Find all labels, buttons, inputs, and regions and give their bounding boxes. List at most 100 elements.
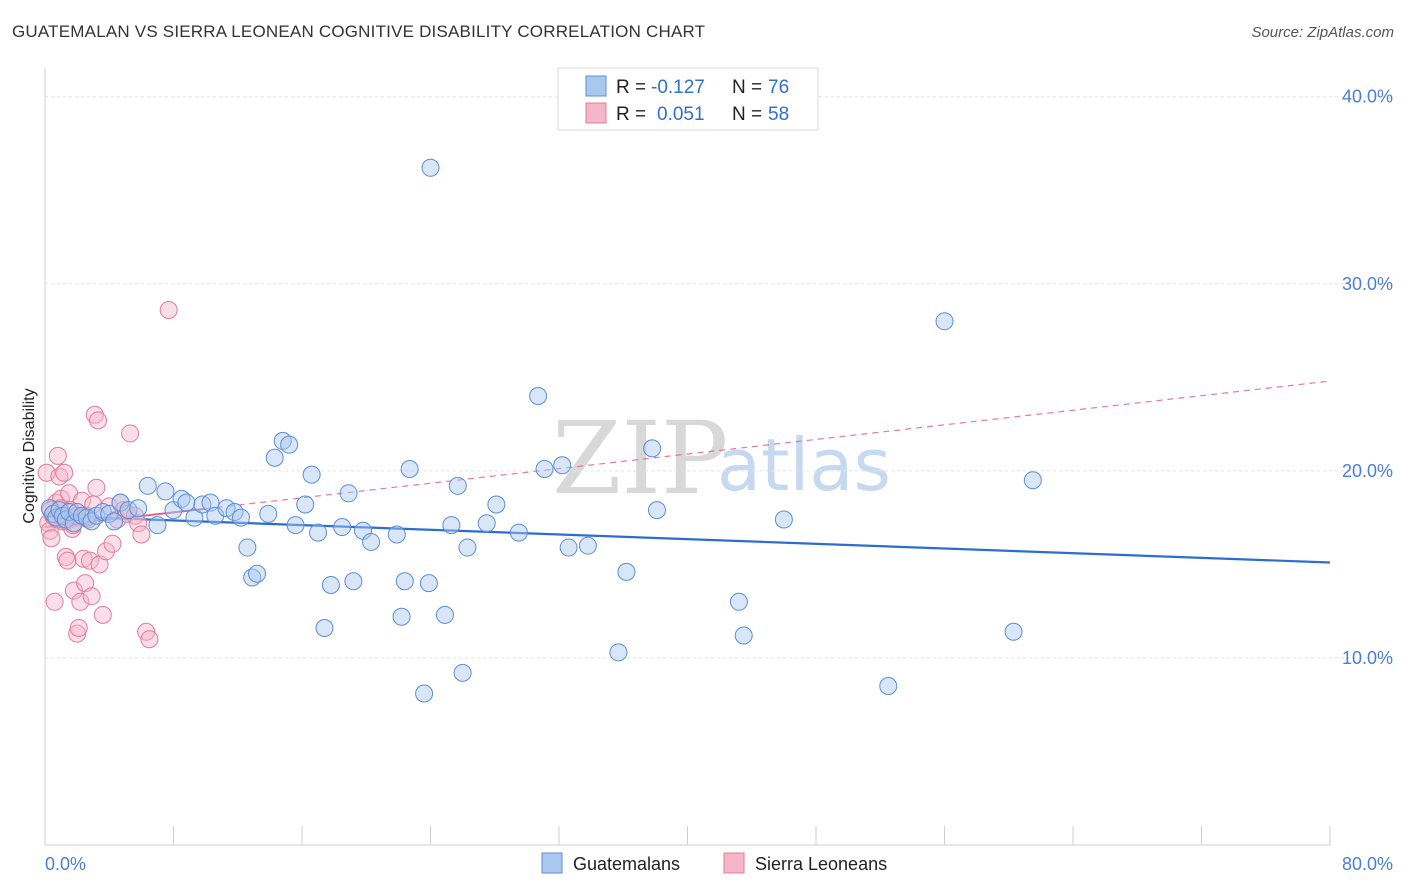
point-sierra-leoneans-17 [64,581,83,600]
point-guatemalans-67 [553,456,572,475]
point-sierra-leoneans-7 [48,446,67,465]
x-tick-label-1: 80.0% [1342,854,1393,874]
watermark: ZIP atlas [552,400,891,517]
point-guatemalans-32 [238,538,257,557]
point-guatemalans-21 [156,482,175,501]
point-guatemalans-35 [259,504,278,523]
bottom-legend-swatch-pink [723,852,745,874]
point-guatemalans-71 [617,562,636,581]
point-guatemalans-31 [231,508,250,527]
point-guatemalans-44 [321,575,340,594]
point-sierra-leoneans-40 [85,405,104,424]
point-guatemalans-61 [458,538,477,557]
point-guatemalans-20 [148,516,167,535]
legend-swatch-pink [585,102,607,124]
legend-r-value-blue: -0.127 [651,77,705,98]
point-sierra-leoneans-20 [69,618,88,637]
trend-line-guatemalans [44,514,1331,564]
point-sierra-leoneans-28 [82,587,101,606]
y-tick-label-2: 30.0% [1342,274,1393,294]
point-sierra-leoneans-52 [51,499,70,518]
point-guatemalans-53 [400,459,419,478]
axes [44,68,1331,846]
legend-swatch-blue [585,75,607,97]
point-guatemalans-69 [578,536,597,555]
point-guatemalans-77 [879,676,898,695]
legend-r-label-blue: R = [616,77,646,98]
point-guatemalans-68 [559,538,578,557]
point-guatemalans-50 [387,525,406,544]
bottom-legend: Guatemalans Sierra Leoneans [541,852,887,874]
point-sierra-leoneans-30 [87,478,106,497]
point-guatemalans-79 [1004,622,1023,641]
point-guatemalans-45 [333,517,352,536]
point-guatemalans-36 [265,448,284,467]
point-guatemalans-78 [935,312,954,331]
point-sierra-leoneans-45 [132,525,151,544]
watermark-zip: ZIP [552,400,728,517]
point-guatemalans-64 [509,523,528,542]
point-guatemalans-66 [535,459,554,478]
point-guatemalans-38 [280,435,299,454]
point-guatemalans-54 [415,684,434,703]
point-guatemalans-52 [395,572,414,591]
point-guatemalans-40 [296,495,315,514]
point-sierra-leoneans-27 [80,551,99,570]
point-guatemalans-43 [315,618,334,637]
bottom-legend-sierra-leoneans: Sierra Leoneans [755,854,887,874]
x-tick-label-0: 0.0% [45,854,86,874]
point-sierra-leoneans-44 [129,514,148,533]
point-guatemalans-51 [392,607,411,626]
legend-n-value-pink: 58 [768,104,789,125]
legend-n-value-blue: 76 [768,77,789,98]
point-guatemalans-74 [729,592,748,611]
point-sierra-leoneans-5 [45,592,64,611]
point-guatemalans-28 [206,506,225,525]
bottom-legend-swatch-blue [541,852,563,874]
source-label: Source: ZipAtlas.com [1251,24,1394,41]
point-guatemalans-24 [177,493,196,512]
point-guatemalans-34 [248,564,267,583]
watermark-atlas: atlas [717,423,891,507]
point-guatemalans-63 [487,495,506,514]
point-guatemalans-55 [419,574,438,593]
legend-n-label-blue: N = [732,77,762,98]
y-tick-label-3: 40.0% [1342,87,1393,107]
series-sierra-leoneans [37,300,178,649]
series-guatemalans [40,158,1042,703]
point-guatemalans-19 [138,476,157,495]
point-sierra-leoneans-47 [140,630,159,649]
point-guatemalans-25 [185,508,204,527]
trend-line-sierra-leoneans-dashed [205,380,1331,510]
y-axis-title: Cognitive Disability [21,388,38,523]
point-guatemalans-75 [734,626,753,645]
point-guatemalans-41 [302,465,321,484]
y-tick-label-0: 10.0% [1342,648,1393,668]
point-guatemalans-80 [1023,471,1042,490]
bottom-legend-guatemalans: Guatemalans [573,854,680,874]
grid-lines [45,96,1392,659]
point-sierra-leoneans-13 [58,551,77,570]
point-guatemalans-39 [286,516,305,535]
point-sierra-leoneans-48 [159,300,178,319]
point-sierra-leoneans-42 [121,424,140,443]
point-sierra-leoneans-23 [74,549,93,568]
point-guatemalans-65 [529,387,548,406]
point-sierra-leoneans-11 [55,463,74,482]
point-guatemalans-59 [448,476,467,495]
legend-r-label-pink: R = [616,104,646,125]
y-tick-label-1: 20.0% [1342,461,1393,481]
point-guatemalans-58 [442,516,461,535]
chart-title: GUATEMALAN VS SIERRA LEONEAN COGNITIVE D… [12,22,706,41]
legend-r-value-pink: 0.051 [657,104,705,125]
point-sierra-leoneans-33 [97,542,116,561]
point-guatemalans-57 [435,605,454,624]
point-sierra-leoneans-3 [42,529,61,548]
point-guatemalans-62 [477,514,496,533]
point-guatemalans-56 [421,158,440,177]
point-guatemalans-15 [105,512,124,531]
point-guatemalans-73 [647,501,666,520]
legend: R = -0.127 N = 76 R = 0.051 N = 58 [557,67,819,131]
point-guatemalans-47 [344,572,363,591]
point-sierra-leoneans-41 [89,411,108,430]
